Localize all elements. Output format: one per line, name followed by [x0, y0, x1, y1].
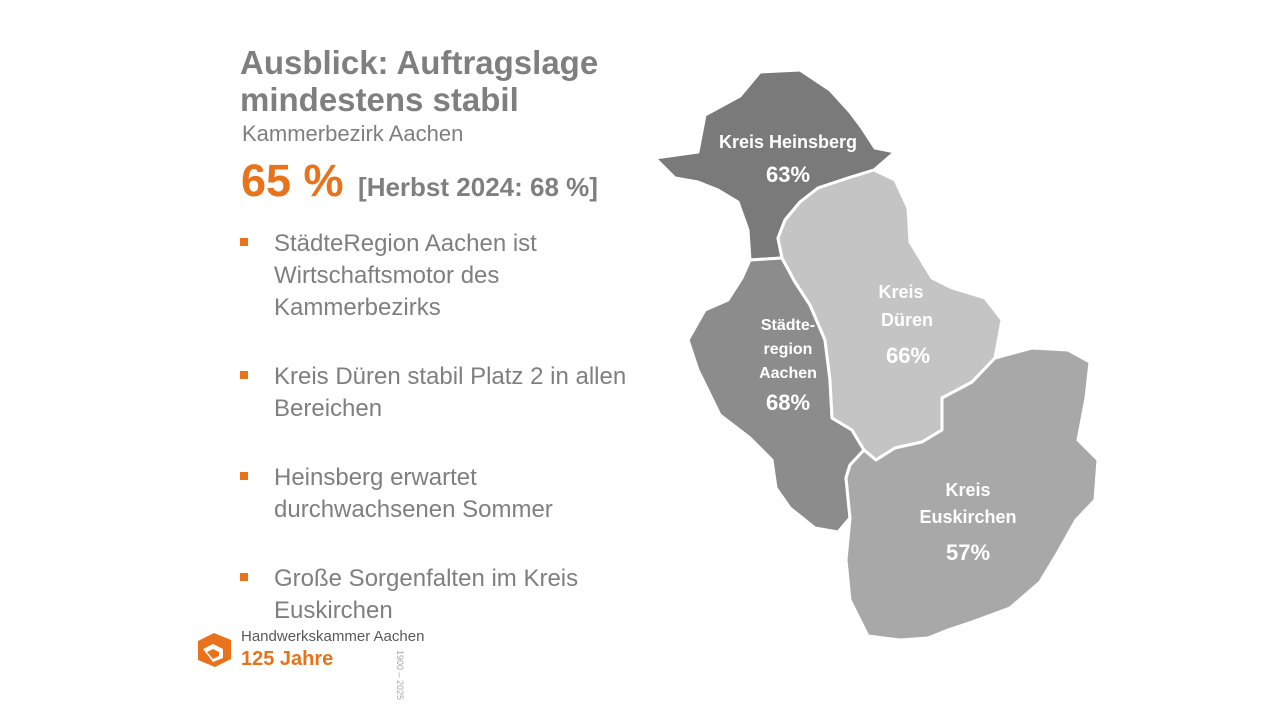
subtitle: Kammerbezirk Aachen	[242, 121, 464, 146]
bullet-item: Große Sorgenfalten im Kreis Euskirchen	[240, 563, 640, 627]
region-value-euskirchen: 57%	[946, 540, 990, 565]
region-label-aachen-1: Städte-	[761, 317, 815, 334]
region-label-euskirchen-1: Kreis	[945, 480, 990, 500]
region-label-dueren-1: Kreis	[878, 282, 923, 302]
hwk-logo-icon	[198, 633, 231, 667]
region-map-svg: Kreis Heinsberg 63% Städte- region Aache…	[653, 68, 1100, 642]
region-label-dueren-2: Düren	[881, 310, 933, 330]
region-value-dueren: 66%	[886, 343, 930, 368]
bullet-list: StädteRegion Aachen ist Wirtschaftsmotor…	[240, 228, 640, 627]
logo-years: 125 Jahre	[241, 648, 334, 670]
bullet-item: Kreis Düren stabil Platz 2 in allen Bere…	[240, 361, 640, 425]
kpi: 65 % [Herbst 2024: 68 %]	[241, 155, 598, 207]
region-label-euskirchen-2: Euskirchen	[919, 507, 1016, 527]
hwk-logo: Handwerkskammer Aachen 125 Jahre 1900 – …	[195, 628, 455, 700]
kpi-value: 65 %	[241, 155, 344, 206]
kpi-comparison: [Herbst 2024: 68 %]	[358, 172, 598, 202]
logo-range: 1900 – 2025	[395, 650, 405, 701]
title-line-2: mindestens stabil	[240, 81, 519, 118]
region-label-aachen-3: Aachen	[759, 365, 817, 382]
region-label-aachen-2: region	[764, 341, 813, 358]
bullet-item: StädteRegion Aachen ist Wirtschaftsmotor…	[240, 228, 640, 324]
region-value-aachen: 68%	[766, 390, 810, 415]
region-value-heinsberg: 63%	[766, 162, 810, 187]
bullet-item: Heinsberg erwartet durchwachsenen Sommer	[240, 462, 640, 526]
region-label-heinsberg: Kreis Heinsberg	[719, 132, 857, 152]
page-title: Ausblick: Auftragslage mindestens stabil	[240, 44, 598, 118]
region-map: Kreis Heinsberg 63% Städte- region Aache…	[650, 60, 1110, 650]
title-line-1: Ausblick: Auftragslage	[240, 44, 599, 81]
logo-name: Handwerkskammer Aachen	[241, 628, 425, 645]
region-euskirchen[interactable]	[844, 346, 1100, 642]
